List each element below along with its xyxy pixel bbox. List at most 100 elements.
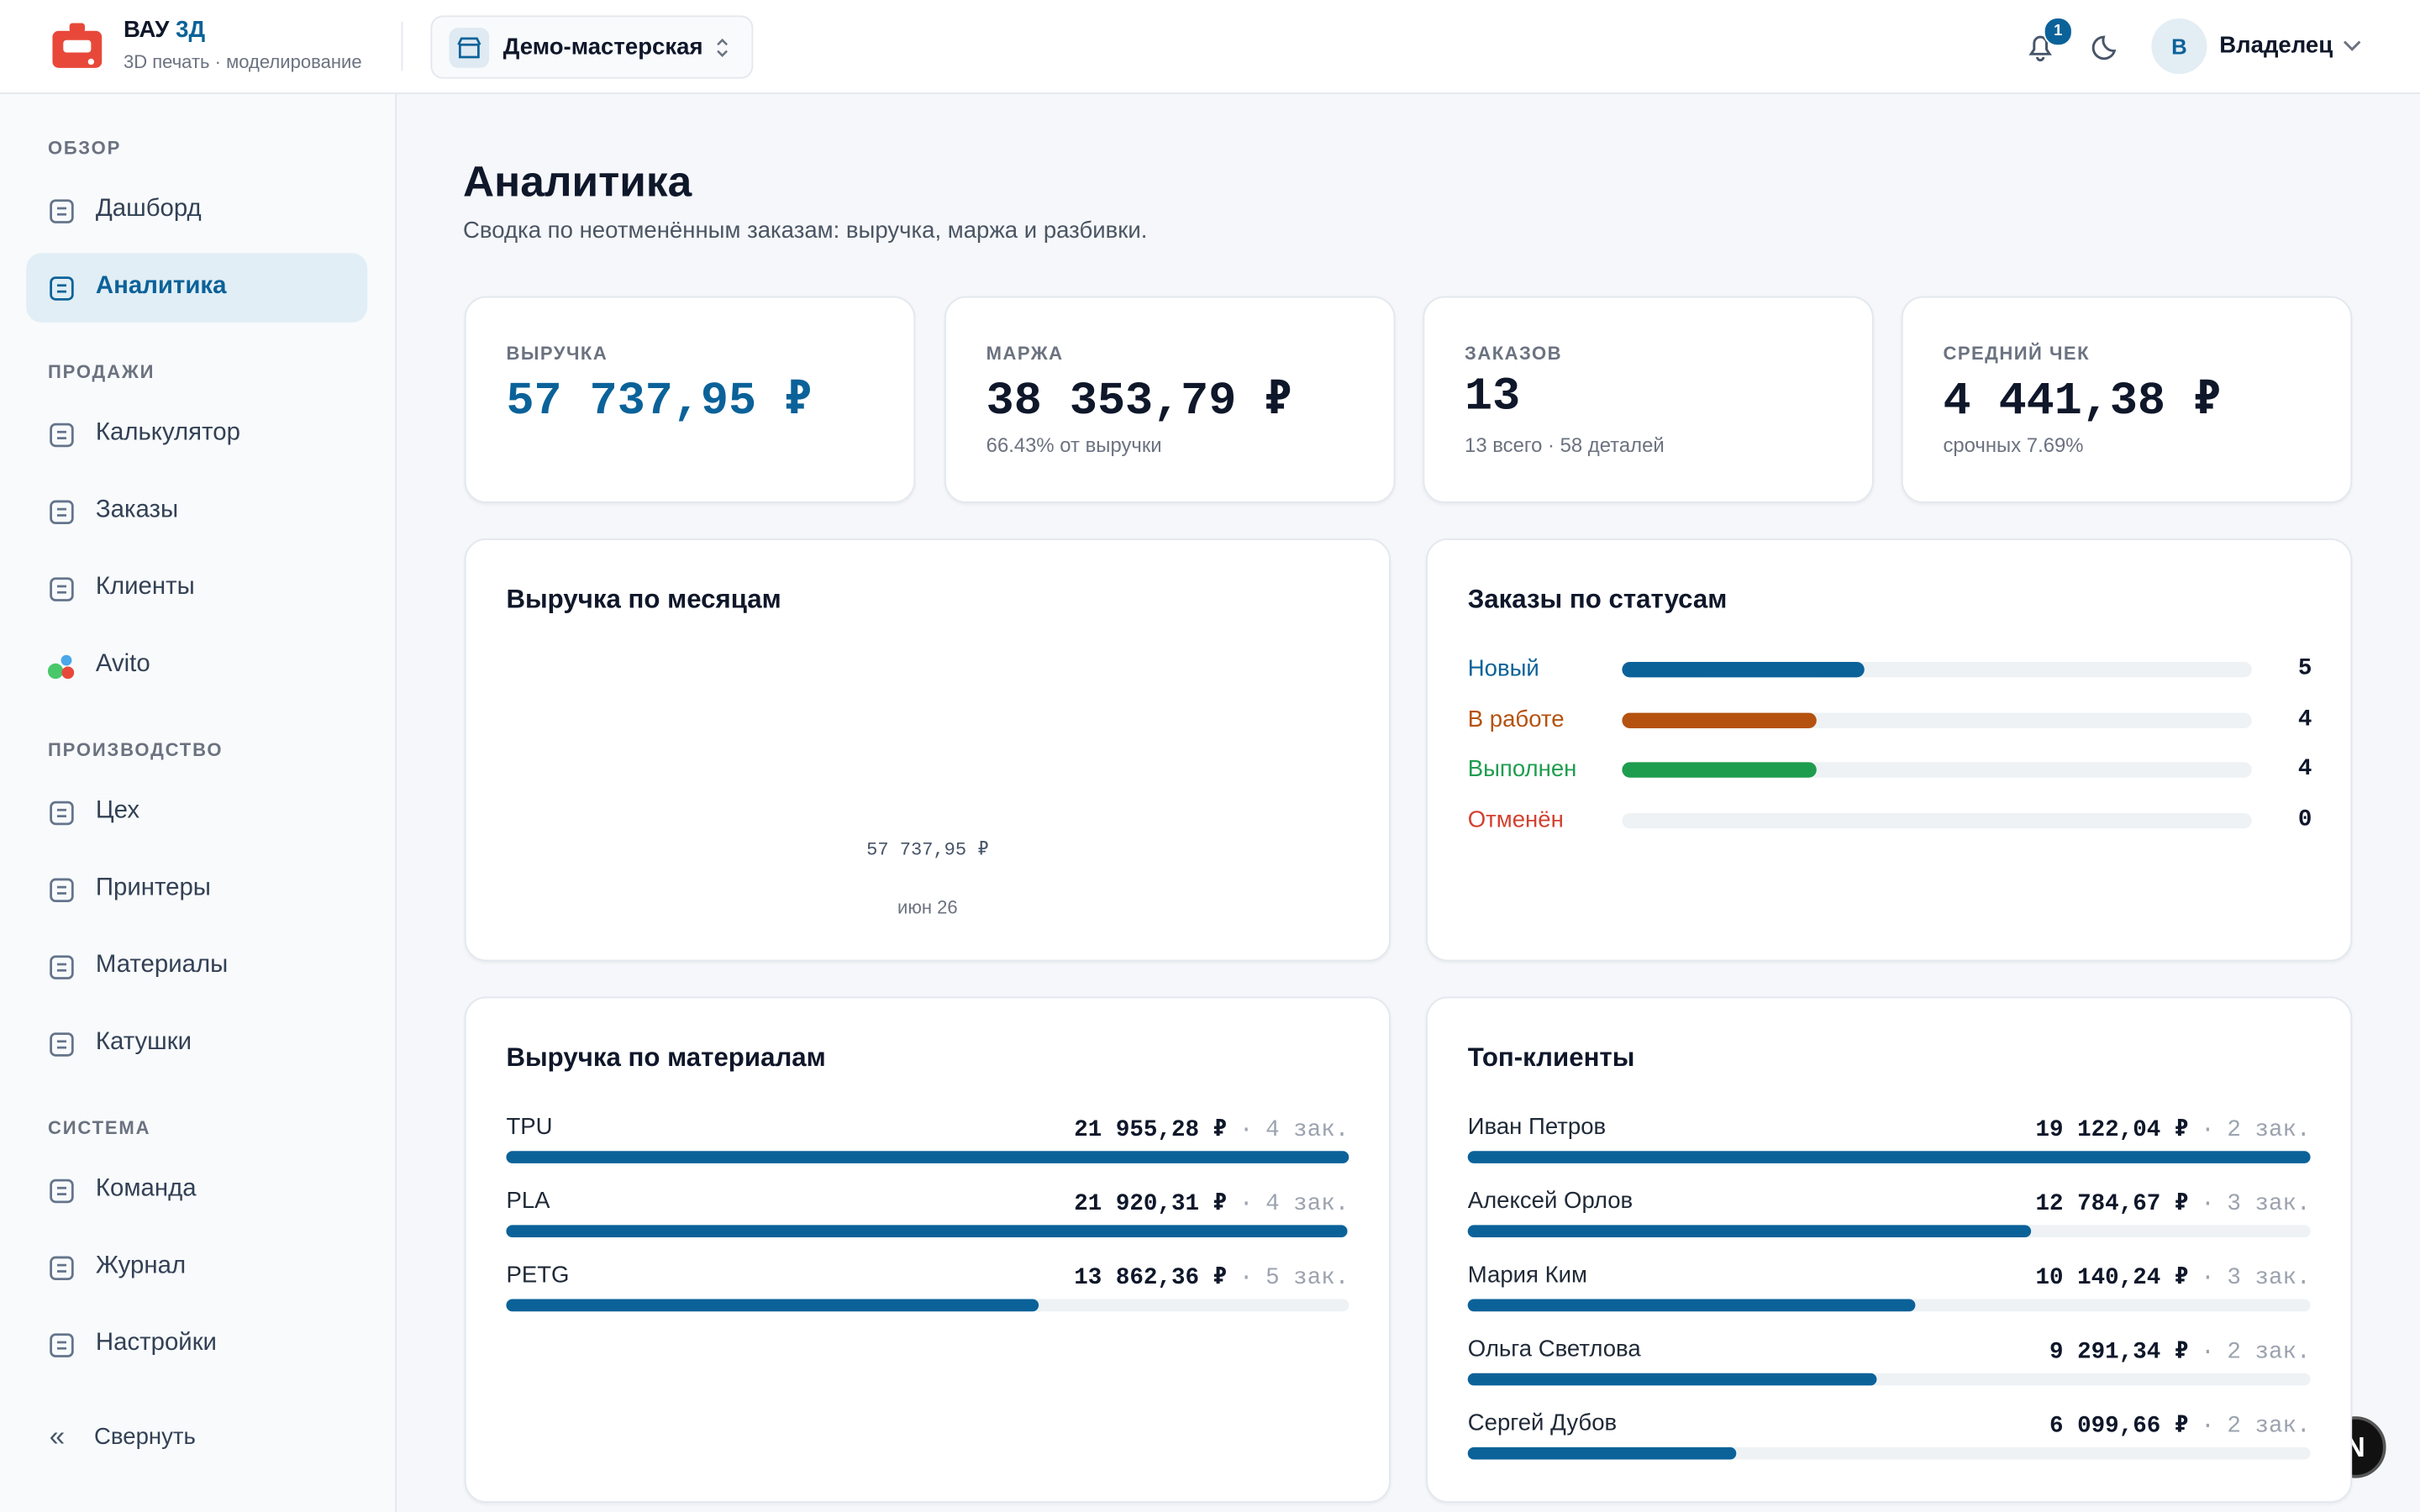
status-bar	[1622, 763, 1816, 779]
row-amount: 19 122,04 ₽	[2035, 1116, 2189, 1144]
row-orders: 3 зак.	[2227, 1190, 2311, 1218]
nav-icon	[50, 423, 74, 448]
row-value: 10 140,24 ₽ · 3 зак.	[2036, 1262, 2311, 1291]
avatar[interactable]: В	[2151, 18, 2207, 75]
status-bar	[1622, 711, 1816, 728]
row-amount: 13 862,36 ₽	[1074, 1265, 1228, 1292]
nav-icon	[50, 1032, 74, 1057]
row-label: TPU	[506, 1114, 553, 1141]
nav-icon	[47, 654, 75, 680]
nav-icon	[50, 500, 74, 525]
nav-item[interactable]: Материалы	[95, 952, 229, 979]
workspace-name: Демо-мастерская	[502, 34, 703, 60]
brand-name: ВАУ	[123, 17, 170, 44]
nav-section-title: ПРОДАЖИ	[47, 360, 155, 383]
separator: ·	[2201, 1190, 2215, 1218]
nav-item[interactable]: Клиенты	[95, 574, 195, 601]
user-chevron	[2343, 40, 2361, 51]
bell-button[interactable]	[2023, 29, 2057, 63]
row-bar	[1467, 1299, 1915, 1312]
row-bar	[506, 1151, 1349, 1163]
row-bar	[506, 1299, 1039, 1312]
panel-title: Заказы по статусам	[1467, 585, 1728, 615]
nav-section-title: СИСТЕМА	[47, 1116, 151, 1139]
kpi-note: 13 всего · 58 деталей	[1465, 433, 1665, 457]
separator: ·	[2201, 1265, 2215, 1292]
collapse-button[interactable]: Свернуть	[94, 1424, 196, 1451]
status-count: 5	[2297, 655, 2312, 682]
kpi-card: СРЕДНИЙ ЧЕК 4 441,38 ₽ срочных 7.69%	[1901, 296, 2353, 503]
row-label: PETG	[506, 1262, 570, 1289]
nav-item[interactable]: Катушки	[95, 1029, 192, 1056]
nav-item[interactable]: Журнал	[95, 1252, 187, 1279]
nav-active-bg	[26, 253, 368, 323]
row-label: Мария Ким	[1467, 1262, 1587, 1289]
status-label: Выполнен	[1467, 756, 1577, 783]
status-count: 4	[2297, 706, 2312, 732]
divider	[401, 21, 403, 71]
row-label: Алексей Орлов	[1467, 1188, 1634, 1215]
row-amount: 12 784,67 ₽	[2035, 1190, 2189, 1218]
kpi-note: 66.43% от выручки	[986, 433, 1162, 457]
separator: ·	[1239, 1190, 1254, 1218]
nav-item[interactable]: Настройки	[95, 1330, 217, 1357]
kpi-label: МАРЖА	[986, 342, 1064, 365]
nav-icon	[50, 955, 74, 979]
row-value: 19 122,04 ₽ · 2 зак.	[2036, 1114, 2311, 1143]
kpi-value: 4 441,38 ₽	[1943, 376, 2222, 429]
panel-title: Выручка по материалам	[506, 1042, 826, 1073]
status-label: В работе	[1467, 706, 1565, 732]
user-name[interactable]: Владелец	[2219, 32, 2333, 59]
row-orders: 2 зак.	[2227, 1413, 2311, 1440]
kpi-label: ВЫРУЧКА	[506, 342, 608, 365]
status-label: Новый	[1467, 655, 1539, 682]
nav-item[interactable]: Заказы	[95, 496, 179, 523]
row-label: Сергей Дубов	[1467, 1410, 1618, 1437]
top-bar	[0, 0, 2420, 95]
nav-item[interactable]: Avito	[95, 651, 150, 678]
row-value: 21 920,31 ₽ · 4 зак.	[1074, 1188, 1349, 1217]
workspace-icon	[449, 28, 490, 68]
workspace-switcher[interactable]: Демо-мастерская	[430, 15, 754, 79]
row-orders: 2 зак.	[2227, 1339, 2311, 1366]
status-bar	[1622, 661, 1865, 678]
nav-item[interactable]: Команда	[95, 1175, 197, 1202]
page-title: Аналитика	[463, 157, 692, 206]
row-bar	[1467, 1151, 2311, 1163]
row-bar	[1467, 1225, 2032, 1238]
panel: Заказы по статусам Новый 5 В работе 4 Выполне…	[1426, 538, 2353, 962]
panel: Выручка по месяцам 57 737,95 ₽ июн 26	[464, 538, 1391, 962]
panel: Топ-клиенты Иван Петров 19 122,04 ₽ · 2 зак.…	[1426, 996, 2353, 1503]
row-orders: 2 зак.	[2227, 1116, 2311, 1144]
row-amount: 6 099,66 ₽	[2049, 1413, 2189, 1440]
nav-icon	[50, 1179, 74, 1204]
kpi-label: СРЕДНИЙ ЧЕК	[1943, 342, 2091, 365]
nav-icon	[50, 1333, 74, 1357]
kpi-value: 57 737,95 ₽	[506, 376, 813, 429]
nav-item[interactable]: Цех	[95, 797, 140, 824]
nav-icon	[50, 878, 74, 903]
notification-badge: 1	[2043, 17, 2073, 47]
kpi-value: 13	[1465, 371, 1521, 425]
nav-item[interactable]: Калькулятор	[95, 419, 240, 446]
row-label: Иван Петров	[1467, 1114, 1607, 1141]
status-label: Отменён	[1467, 806, 1564, 834]
brand: ВАУ 3Д	[124, 17, 205, 43]
separator: ·	[1239, 1116, 1254, 1144]
theme-toggle[interactable]	[2091, 31, 2123, 62]
panel-title: Топ-клиенты	[1467, 1042, 1635, 1073]
nav-item[interactable]: Аналитика	[95, 273, 227, 300]
row-value: 21 955,28 ₽ · 4 зак.	[1074, 1114, 1349, 1143]
row-bar	[1467, 1373, 1878, 1386]
row-orders: 5 зак.	[1265, 1265, 1349, 1292]
page-subtitle: Сводка по неотменённым заказам: выручка,…	[463, 217, 1148, 244]
row-amount: 21 955,28 ₽	[1074, 1116, 1228, 1144]
tagline: 3D печать · моделирование	[123, 50, 362, 73]
chevrons	[717, 38, 729, 57]
nav-section-title: ОБЗОР	[47, 137, 122, 160]
row-amount: 10 140,24 ₽	[2035, 1265, 2189, 1292]
nav-item[interactable]: Принтеры	[95, 874, 211, 901]
nav-item[interactable]: Дашборд	[95, 196, 202, 223]
